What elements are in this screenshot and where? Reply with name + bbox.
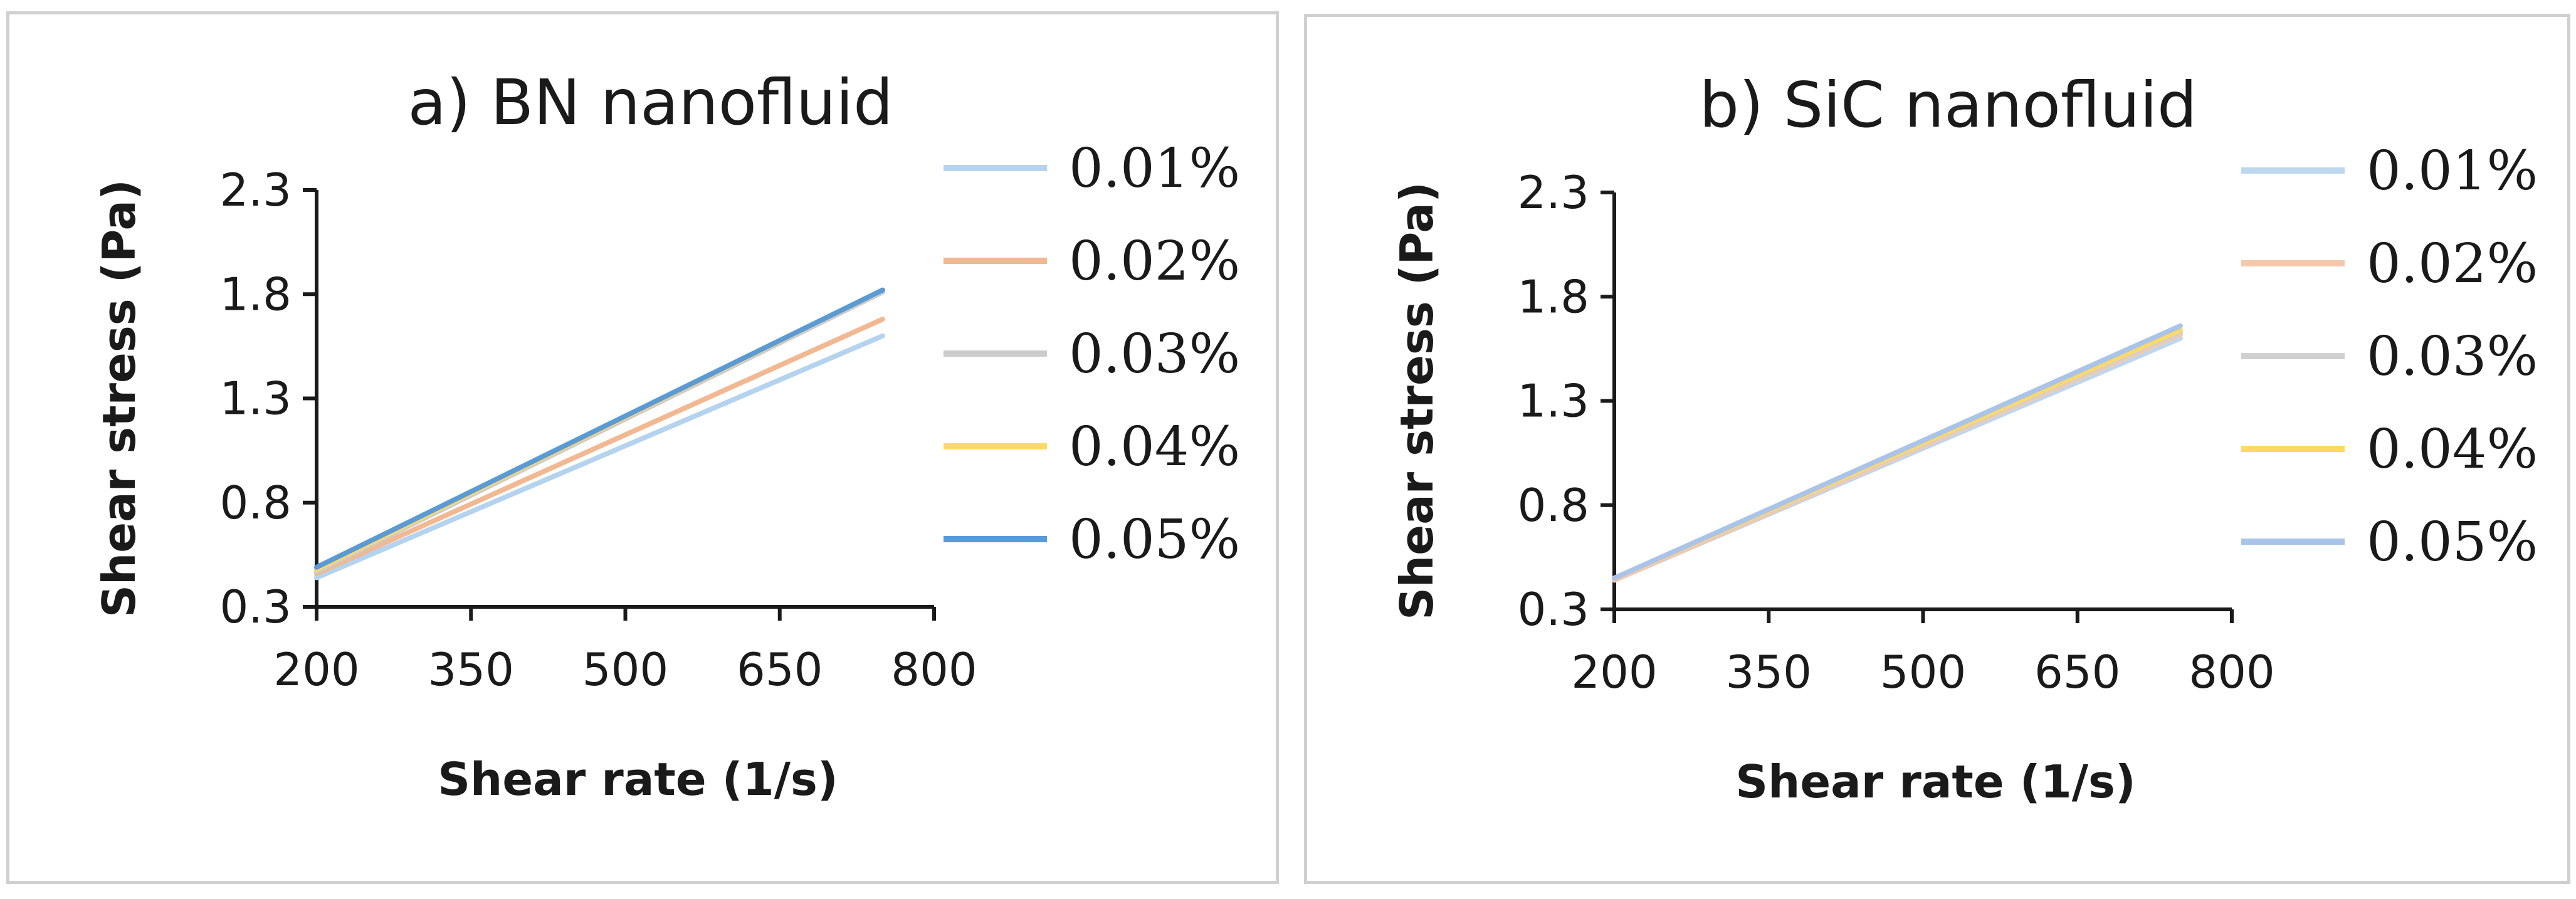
x-tick-label: 650 (2034, 646, 2120, 698)
x-tick-label: 350 (428, 643, 514, 696)
y-tick-label: 0.3 (219, 581, 292, 633)
series-line-5 (314, 287, 885, 570)
series-line-1 (314, 333, 885, 581)
y-tick-label: 1.8 (1517, 270, 1589, 323)
x-tick-label: 650 (737, 643, 823, 696)
legend-label-1: 0.01% (2367, 140, 2538, 202)
x-tick-label: 500 (582, 643, 668, 696)
x-tick-label: 200 (273, 643, 359, 696)
y-tick-label: 2.3 (219, 164, 292, 216)
y-tick-label: 0.3 (1517, 583, 1589, 636)
legend-label-3: 0.03% (1069, 323, 1240, 386)
legend-label-4: 0.04% (1069, 416, 1240, 478)
y-axis-title: Shear stress (Pa) (93, 179, 145, 618)
chart-panel-bn: a) BN nanofluid 0.3 0.8 1.3 1.8 2.3 200 350 500 6… (6, 11, 1279, 884)
x-axis-title: Shear rate (1/s) (438, 753, 838, 806)
y-tick-label: 1.3 (219, 372, 292, 425)
legend-label-4: 0.04% (2367, 418, 2538, 481)
legend-label-2: 0.02% (2367, 233, 2538, 295)
y-axis-title: Shear stress (Pa) (1391, 182, 1443, 620)
x-tick-label: 350 (1726, 646, 1812, 698)
chart-sic-svg: b) SiC nanofluid 0.3 0.8 1.3 1.8 2.3 200 350 500… (1391, 68, 2538, 808)
legend-label-5: 0.05% (2367, 511, 2538, 574)
y-tick-label: 0.8 (219, 476, 292, 529)
x-axis-title: Shear rate (1/s) (1735, 755, 2136, 808)
y-tick-label: 1.3 (1517, 375, 1589, 428)
x-tick-label: 800 (891, 643, 977, 696)
legend-label-2: 0.02% (1069, 230, 1240, 293)
x-tick-label: 800 (2189, 646, 2274, 698)
legend-label-1: 0.01% (1069, 137, 1240, 200)
x-tick-label: 500 (1880, 646, 1966, 698)
chart-title: b) SiC nanofluid (1700, 68, 2197, 142)
y-tick-label: 0.8 (1517, 479, 1589, 532)
series-line-2 (314, 317, 885, 576)
y-tick-label: 2.3 (1517, 166, 1589, 219)
legend-label-5: 0.05% (1069, 508, 1240, 571)
chart-bn-svg: a) BN nanofluid 0.3 0.8 1.3 1.8 2.3 200 350 500 6… (93, 66, 1240, 806)
series-line-5 (1612, 323, 2183, 581)
chart-panel-sic: b) SiC nanofluid 0.3 0.8 1.3 1.8 2.3 200 350 500… (1304, 14, 2570, 884)
chart-title: a) BN nanofluid (407, 66, 893, 139)
y-tick-label: 1.8 (219, 268, 292, 320)
legend-label-3: 0.03% (2367, 325, 2538, 388)
x-tick-label: 200 (1571, 646, 1657, 698)
